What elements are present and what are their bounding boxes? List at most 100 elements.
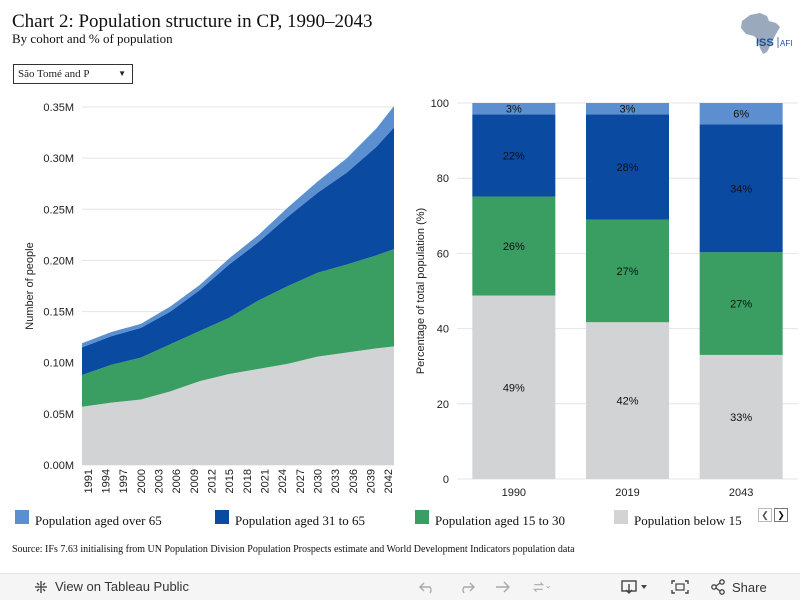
bar-segment-age31_65 xyxy=(472,114,556,197)
bar-data-label: 42% xyxy=(616,396,638,408)
bar-segment-age15_30 xyxy=(472,196,556,296)
y-axis-label: Percentage of total population (%) xyxy=(415,208,427,374)
bar-data-label: 34% xyxy=(730,183,752,195)
bar-data-label: 3% xyxy=(506,104,522,116)
x-tick-label: 2043 xyxy=(729,487,753,499)
x-tick-label: 2027 xyxy=(295,469,307,493)
bar-data-label: 3% xyxy=(620,104,636,116)
download-icon[interactable] xyxy=(620,579,652,595)
x-tick-label: 2036 xyxy=(348,469,360,493)
iss-afi-logo: ISS AFI xyxy=(741,13,792,54)
y-tick-label: 0.05M xyxy=(43,409,74,421)
share-button[interactable]: Share xyxy=(710,579,767,595)
tableau-logo-icon xyxy=(35,580,47,593)
bar-segment-age15_30 xyxy=(586,219,669,323)
x-tick-label: 2000 xyxy=(136,469,148,493)
bar-data-label: 27% xyxy=(730,299,752,311)
bar-data-label: 28% xyxy=(616,162,638,174)
area-series-age31_65 xyxy=(82,127,394,375)
country-filter-value: São Tomé and P xyxy=(18,68,90,80)
logo-text: ISS xyxy=(756,37,774,49)
share-label: Share xyxy=(732,579,767,595)
africa-map-icon xyxy=(741,13,780,54)
refresh-icon[interactable] xyxy=(532,579,552,595)
area-chart: 0.00M 0.05M 0.10M 0.15M 0.20M 0.25M 0.30M 0.35M… xyxy=(24,102,395,493)
legend-swatch xyxy=(415,510,429,524)
share-icon xyxy=(711,579,725,595)
bar-segment-over65 xyxy=(699,103,783,125)
y-tick-label: 40 xyxy=(437,324,449,336)
y-tick-label: 100 xyxy=(431,98,449,110)
x-tick-label: 2033 xyxy=(330,469,342,493)
bar-segment-age15_30 xyxy=(699,252,783,355)
source-note: Source: IFs 7.63 initialising from UN Po… xyxy=(12,544,575,555)
legend-item-below15[interactable]: Population below 15 xyxy=(614,509,742,528)
y-tick-label: 0.30M xyxy=(43,153,74,165)
revert-icon[interactable] xyxy=(494,579,514,595)
x-tick-label: 2012 xyxy=(207,469,219,493)
legend-item-31-65[interactable]: Population aged 31 to 65 xyxy=(215,509,365,528)
y-tick-label: 60 xyxy=(437,248,449,260)
legend-label: Population aged 31 to 65 xyxy=(235,513,365,528)
x-tick-label: 2039 xyxy=(365,469,377,493)
bar-data-label: 22% xyxy=(503,150,525,162)
y-tick-label: 0 xyxy=(443,474,449,486)
logo-suffix: AFI xyxy=(780,39,792,48)
bar-data-label: 33% xyxy=(730,412,752,424)
caret-down-icon: ▼ xyxy=(118,69,126,78)
y-tick-label: 0.00M xyxy=(43,460,74,472)
x-tick-label: 2021 xyxy=(259,469,271,493)
x-tick-label: 2009 xyxy=(189,469,201,493)
y-tick-label: 0.15M xyxy=(43,307,74,319)
bar-data-label: 26% xyxy=(503,241,525,253)
legend-swatch xyxy=(614,510,628,524)
bar-segment-below15 xyxy=(472,295,556,479)
x-tick-label: 2015 xyxy=(224,469,236,493)
legend-prev-button[interactable]: ❮ xyxy=(758,508,772,522)
y-tick-label: 80 xyxy=(437,173,449,185)
legend-label: Population aged over 65 xyxy=(35,513,162,528)
bar-segment-below15 xyxy=(586,322,669,479)
y-axis-label: Number of people xyxy=(24,242,36,329)
legend: Population aged over 65 Population aged … xyxy=(0,509,800,529)
area-series-below15 xyxy=(82,346,394,465)
legend-swatch xyxy=(15,510,29,524)
y-tick-label: 0.20M xyxy=(43,255,74,267)
legend-swatch xyxy=(215,510,229,524)
legend-next-button[interactable]: ❯ xyxy=(774,508,788,522)
legend-item-15-30[interactable]: Population aged 15 to 30 xyxy=(415,509,565,528)
country-filter-dropdown[interactable]: São Tomé and P ▼ xyxy=(13,64,133,84)
view-on-tableau-label: View on Tableau Public xyxy=(55,579,189,594)
bar-segment-over65 xyxy=(586,103,669,115)
x-tick-label: 1991 xyxy=(83,469,95,493)
undo-icon[interactable] xyxy=(418,579,438,595)
legend-item-over65[interactable]: Population aged over 65 xyxy=(15,509,162,528)
x-tick-label: 2024 xyxy=(277,469,289,493)
x-tick-label: 2003 xyxy=(154,469,166,493)
bar-segment-age31_65 xyxy=(699,124,783,253)
bar-segment-over65 xyxy=(472,103,556,115)
legend-pager: ❮ ❯ xyxy=(758,508,788,522)
bar-data-label: 27% xyxy=(616,266,638,278)
y-tick-label: 20 xyxy=(437,399,449,411)
x-tick-label: 2042 xyxy=(383,469,395,493)
bar-data-label: 6% xyxy=(733,109,749,121)
area-series-age15_30 xyxy=(82,249,394,407)
x-tick-label: 2019 xyxy=(615,487,639,499)
tableau-toolbar: View on Tableau Public Share xyxy=(0,573,800,600)
y-tick-label: 0.35M xyxy=(43,102,74,114)
fullscreen-icon[interactable] xyxy=(670,579,690,595)
y-tick-label: 0.10M xyxy=(43,358,74,370)
bar-segment-below15 xyxy=(699,354,783,479)
chart-title: Chart 2: Population structure in CP, 199… xyxy=(12,11,373,32)
x-tick-label: 1994 xyxy=(101,469,113,493)
bar-data-label: 49% xyxy=(503,382,525,394)
redo-icon[interactable] xyxy=(456,579,476,595)
bar-segment-age31_65 xyxy=(586,114,669,220)
x-tick-label: 2018 xyxy=(242,469,254,493)
view-on-tableau-link[interactable]: View on Tableau Public xyxy=(34,579,189,594)
legend-label: Population aged 15 to 30 xyxy=(435,513,565,528)
chart-subtitle: By cohort and % of population xyxy=(12,31,173,46)
stacked-bar-chart: 0 20 40 60 80 100 49% 26% 22% 3% 1990 42% 27% 28% 3% 20… xyxy=(415,98,798,499)
y-tick-label: 0.25M xyxy=(43,204,74,216)
